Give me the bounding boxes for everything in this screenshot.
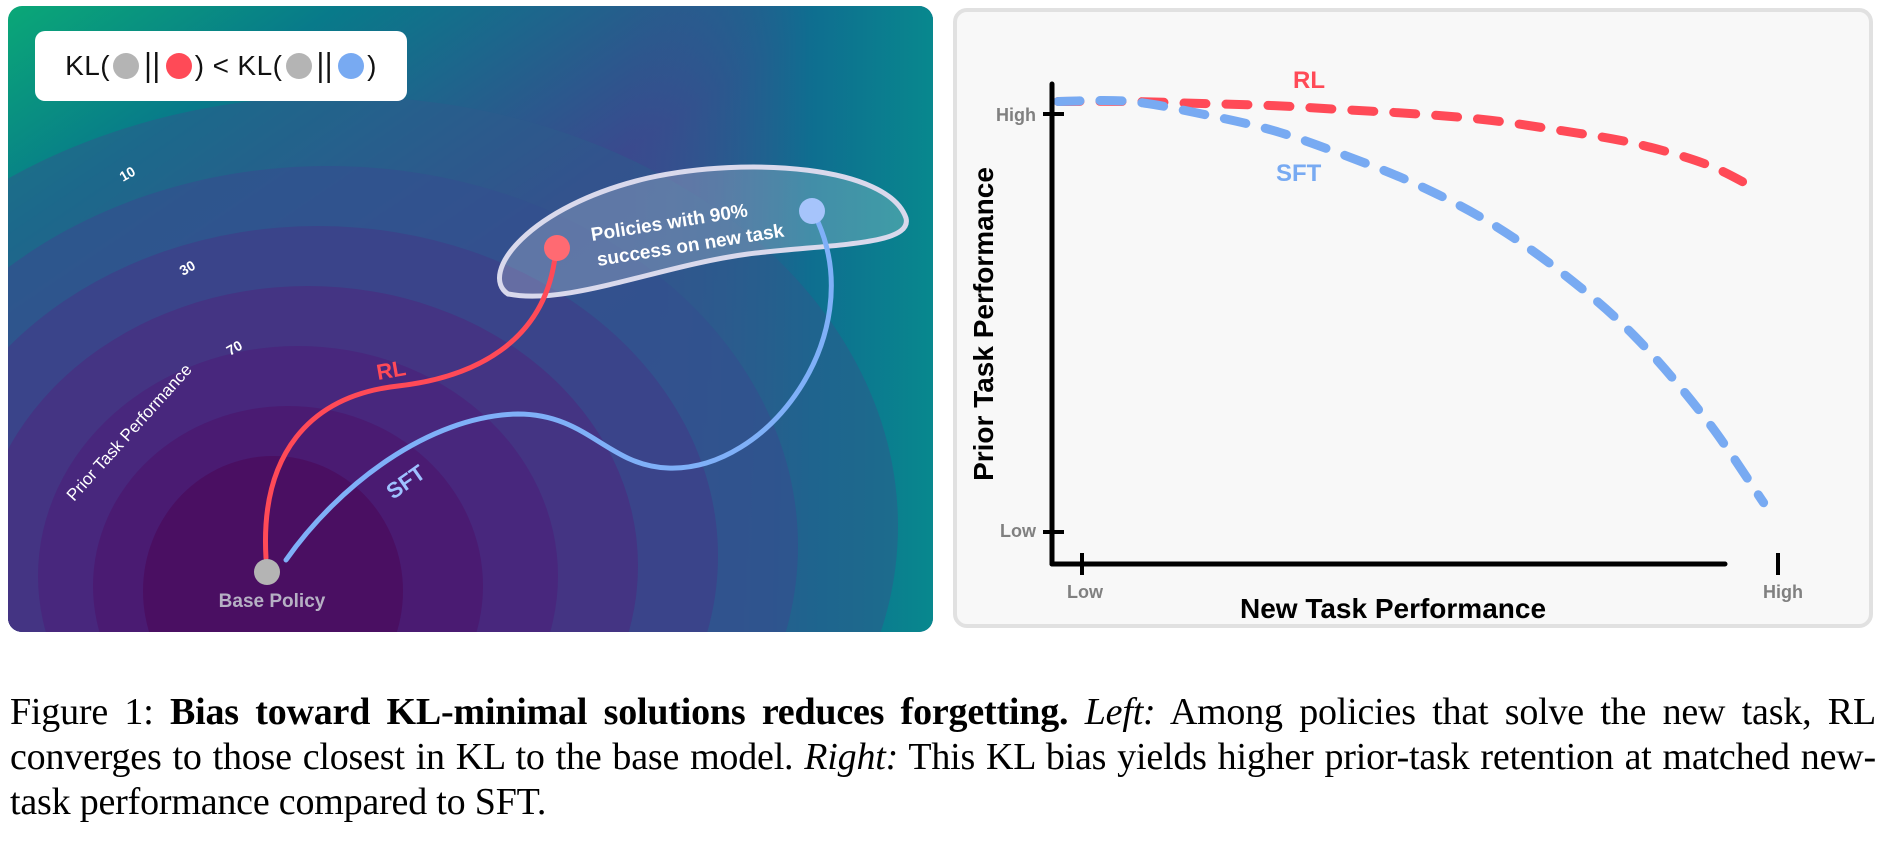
kl-close-1: )	[194, 50, 205, 81]
base-policy-label: Base Policy	[219, 591, 326, 612]
x-tick-label-high: High	[1763, 582, 1803, 602]
caption-right-text: This KL bias yields higher prior-task re…	[10, 736, 1876, 823]
figure-label: Figure 1:	[10, 691, 154, 733]
base-policy-dot-icon	[285, 53, 312, 79]
kl-prefix-1: KL(	[65, 50, 111, 81]
kl-separator-1: ||	[144, 47, 161, 84]
contour-label-70: 70	[224, 337, 246, 359]
kl-close-2: )	[367, 50, 377, 81]
retention-chart: High Low Low High New Task Performance P…	[968, 67, 1803, 624]
kl-separator-2: ||	[316, 47, 334, 84]
rl-endpoint-dot	[544, 235, 570, 261]
caption-right-label: Right:	[804, 736, 899, 778]
retention-chart-panel: High Low Low High New Task Performance P…	[953, 8, 1873, 628]
sft-path	[283, 219, 834, 563]
x-tick-label-low: Low	[1067, 582, 1104, 602]
contour-label-30: 30	[177, 257, 199, 279]
contour-bands	[8, 96, 898, 632]
rl-path	[263, 245, 559, 561]
sft-policy-dot-icon	[338, 53, 365, 79]
kl-comparator: <	[212, 50, 230, 81]
contour-label-10: 10	[117, 163, 139, 185]
base-policy-dot-icon	[113, 53, 140, 79]
caption-left-text: Among policies that solve the new task, …	[10, 691, 1876, 778]
x-axis-title: New Task Performance	[1240, 593, 1546, 624]
kl-prefix-2: KL(	[237, 50, 283, 81]
success-region	[497, 164, 909, 299]
caption-left-label: Left:	[1084, 691, 1156, 733]
series-line-sft	[1053, 96, 1769, 508]
sft-series-label: SFT	[1276, 160, 1322, 187]
caption-title: Bias toward KL-minimal solutions reduces…	[169, 691, 1069, 733]
sft-endpoint-dot	[799, 198, 825, 224]
kl-landscape-panel: 10 30 70 Prior Task Performance Policies…	[8, 6, 933, 632]
figure-caption: Figure 1: Bias toward KL-minimal solutio…	[10, 690, 1876, 825]
rl-series-label: RL	[1293, 67, 1325, 94]
rl-path-label: RL	[375, 355, 408, 385]
series-line-rl	[1053, 96, 1761, 194]
y-tick-label-low: Low	[1000, 521, 1037, 541]
rl-policy-dot-icon	[165, 53, 192, 79]
y-axis-title: Prior Task Performance	[968, 167, 999, 481]
y-tick-label-high: High	[996, 105, 1036, 125]
base-policy-dot	[254, 559, 280, 585]
series-layer	[1053, 96, 1769, 508]
kl-landscape-illustration: 10 30 70 Prior Task Performance Policies…	[8, 6, 933, 632]
kl-inequality-box: KL( || ) < KL( || )	[35, 31, 407, 101]
